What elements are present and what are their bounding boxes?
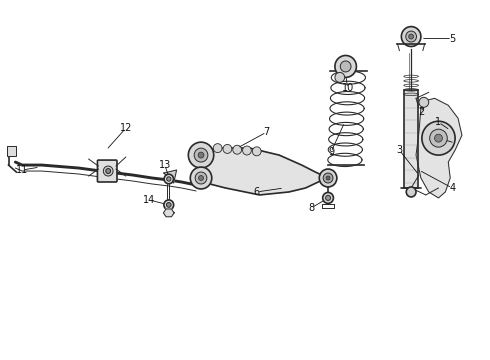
Circle shape — [223, 144, 232, 153]
Circle shape — [319, 169, 337, 187]
Text: 4: 4 — [449, 183, 455, 193]
Text: 1: 1 — [436, 117, 441, 127]
Circle shape — [335, 55, 356, 77]
Circle shape — [422, 121, 455, 155]
Circle shape — [435, 134, 442, 142]
Circle shape — [213, 144, 222, 153]
Text: 6: 6 — [254, 187, 260, 197]
Text: 5: 5 — [449, 33, 455, 44]
Circle shape — [167, 203, 171, 207]
Circle shape — [198, 176, 203, 180]
Circle shape — [401, 27, 421, 46]
Text: 12: 12 — [120, 123, 132, 133]
Text: 13: 13 — [159, 160, 171, 170]
Circle shape — [335, 72, 344, 82]
Polygon shape — [416, 98, 462, 198]
Circle shape — [164, 200, 173, 210]
FancyBboxPatch shape — [6, 146, 16, 156]
Circle shape — [103, 166, 113, 176]
Polygon shape — [163, 209, 174, 217]
FancyBboxPatch shape — [98, 160, 117, 182]
Circle shape — [430, 129, 447, 147]
Circle shape — [406, 187, 416, 197]
Circle shape — [340, 61, 351, 72]
Polygon shape — [164, 170, 176, 183]
Circle shape — [188, 142, 214, 168]
Circle shape — [190, 167, 212, 189]
Circle shape — [326, 176, 330, 180]
Circle shape — [243, 146, 251, 155]
Polygon shape — [206, 148, 328, 195]
Circle shape — [323, 193, 333, 203]
Circle shape — [195, 172, 207, 184]
Circle shape — [198, 152, 204, 158]
Text: 11: 11 — [16, 165, 28, 175]
Text: 8: 8 — [308, 203, 315, 213]
Circle shape — [194, 148, 208, 162]
Text: 7: 7 — [263, 127, 270, 137]
Circle shape — [106, 168, 111, 174]
Circle shape — [406, 31, 416, 42]
Circle shape — [326, 195, 331, 201]
Text: 10: 10 — [342, 84, 354, 93]
Circle shape — [252, 147, 261, 156]
Circle shape — [164, 174, 173, 184]
FancyBboxPatch shape — [404, 90, 418, 188]
Text: 2: 2 — [418, 107, 424, 117]
Text: 3: 3 — [396, 145, 402, 155]
Text: 14: 14 — [143, 195, 155, 205]
Circle shape — [323, 173, 333, 183]
Circle shape — [233, 145, 242, 154]
Circle shape — [167, 177, 171, 181]
Circle shape — [409, 34, 414, 39]
Circle shape — [419, 97, 429, 107]
Text: 9: 9 — [328, 147, 334, 157]
